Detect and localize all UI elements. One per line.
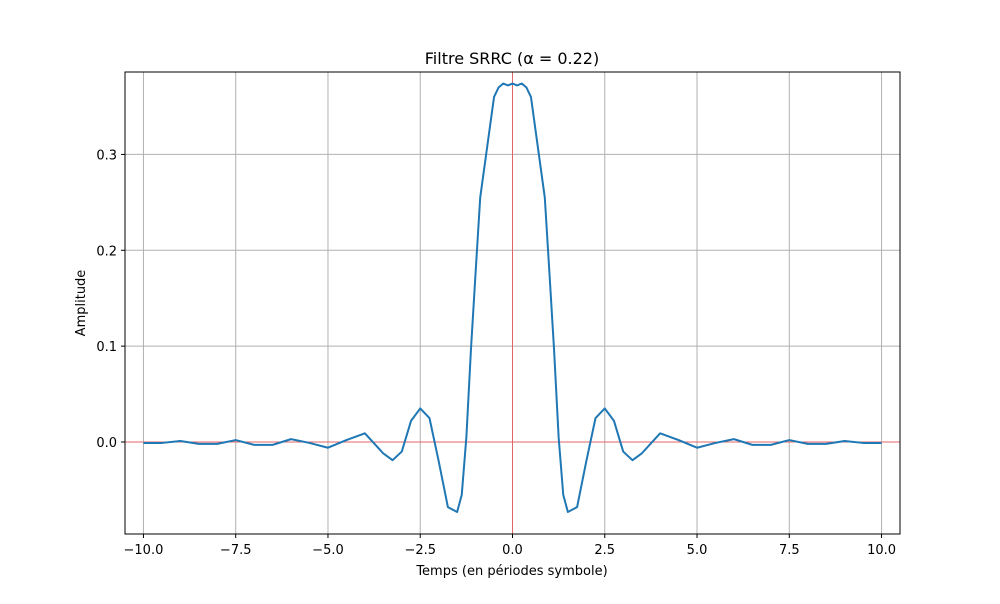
x-tick-label: −10.0: [124, 543, 164, 558]
y-axis-ticks: 0.0 0.1 0.2 0.3: [96, 148, 125, 451]
y-axis-label: Amplitude: [74, 270, 89, 337]
y-tick-label: 0.1: [96, 340, 117, 355]
x-tick-label: −2.5: [404, 543, 436, 558]
x-tick-label: −5.0: [312, 543, 344, 558]
series-line: [143, 82, 882, 513]
x-tick-label: 0.0: [502, 543, 523, 558]
y-tick-label: 0.2: [96, 244, 117, 259]
x-tick-label: 7.5: [779, 543, 800, 558]
y-tick-label: 0.0: [96, 436, 117, 451]
x-tick-label: 5.0: [687, 543, 708, 558]
series-layer: [143, 82, 882, 513]
chart-title: Filtre SRRC (α = 0.22): [425, 49, 599, 68]
x-axis-label: Temps (en périodes symbole): [415, 564, 607, 579]
reference-lines: [125, 72, 900, 534]
y-tick-label: 0.3: [96, 148, 117, 163]
x-axis-ticks: −10.0 −7.5 −5.0 −2.5 0.0 2.5 5.0 7.5 10.0: [124, 534, 896, 558]
x-tick-label: 2.5: [594, 543, 615, 558]
x-tick-label: −7.5: [220, 543, 252, 558]
x-tick-label: 10.0: [867, 543, 896, 558]
